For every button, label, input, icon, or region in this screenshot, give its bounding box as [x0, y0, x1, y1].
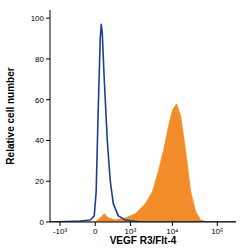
x-tick: [217, 222, 218, 226]
x-tick: [172, 222, 173, 226]
y-tick: [46, 181, 50, 182]
y-tick-label: 40: [35, 136, 44, 145]
x-axis-label: VEGF R3/Flt-4: [110, 235, 177, 246]
plot-area: [50, 24, 236, 222]
x-tick: [60, 222, 61, 226]
y-tick: [46, 99, 50, 100]
y-tick-label: 20: [35, 177, 44, 186]
y-tick-label: 100: [31, 14, 45, 23]
y-tick-label: 80: [35, 55, 44, 64]
histogram-line: [50, 24, 236, 222]
y-tick: [46, 140, 50, 141]
x-tick: [130, 222, 131, 226]
x-tick-label: 0: [93, 227, 98, 236]
y-tick: [46, 222, 50, 223]
histogram-area: [50, 104, 236, 222]
x-tick-label: 10⁵: [211, 227, 223, 236]
y-tick: [46, 58, 50, 59]
x-axis: [50, 222, 236, 223]
y-tick-label: 60: [35, 96, 44, 105]
y-axis: [50, 10, 51, 222]
x-tick: [95, 222, 96, 226]
x-tick-label: -10³: [53, 227, 68, 236]
y-tick-label: 0: [40, 218, 45, 227]
y-tick: [46, 18, 50, 19]
y-axis-label: Relative cell number: [5, 67, 16, 164]
chart: 020406080100-10³010³10⁴10⁵VEGF R3/Flt-4R…: [0, 0, 248, 248]
